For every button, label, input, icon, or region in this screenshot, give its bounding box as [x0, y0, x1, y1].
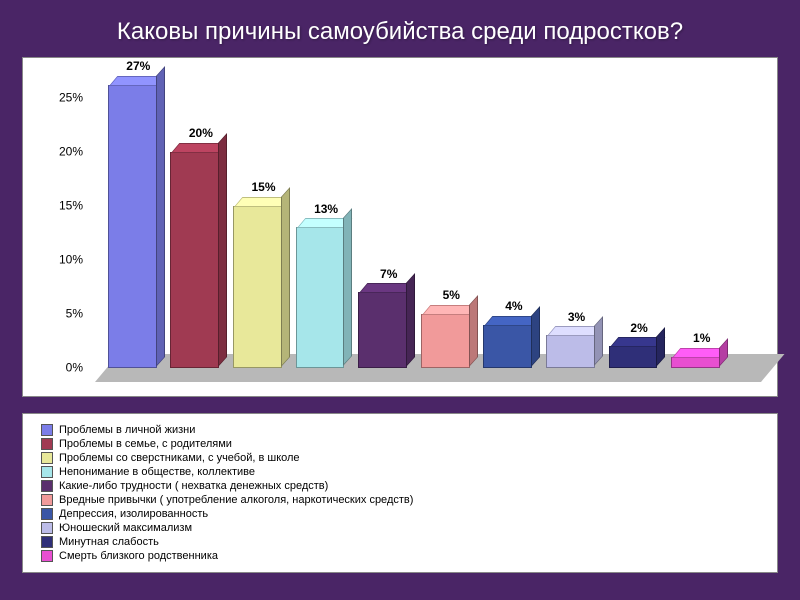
bar	[671, 357, 720, 368]
bar-value-label: 20%	[189, 127, 213, 140]
legend-item: Проблемы в семье, с родителями	[41, 438, 763, 450]
slide: Каковы причины самоубийства среди подрос…	[0, 0, 800, 600]
legend-item: Проблемы со сверстниками, с учебой, в шк…	[41, 452, 763, 464]
bar	[170, 152, 219, 368]
bar-value-label: 1%	[693, 332, 710, 345]
bar-value-label: 15%	[251, 181, 275, 194]
legend-swatch	[41, 424, 53, 436]
page-title: Каковы причины самоубийства среди подрос…	[22, 18, 778, 47]
legend-label: Проблемы в семье, с родителями	[59, 438, 232, 450]
chart-card: 0% 5% 10% 15% 20% 25% 27% 20% 15% 13% 7% 5% 4% 3% 2% 1%	[22, 57, 778, 397]
legend-item: Депрессия, изолированность	[41, 508, 763, 520]
legend-swatch	[41, 480, 53, 492]
legend-item: Минутная слабость	[41, 536, 763, 548]
legend-card: Проблемы в личной жизни Проблемы в семье,…	[22, 413, 778, 573]
y-axis-tick: 10%	[37, 254, 83, 267]
legend-swatch	[41, 466, 53, 478]
bar	[609, 346, 658, 368]
bar-value-label: 2%	[630, 322, 647, 335]
bar	[546, 335, 595, 367]
y-axis-tick: 5%	[37, 308, 83, 321]
legend-swatch	[41, 508, 53, 520]
bar	[483, 325, 532, 368]
bar-value-label: 27%	[126, 60, 150, 73]
legend-item: Вредные привычки ( употребление алкоголя…	[41, 494, 763, 506]
bar	[108, 85, 157, 368]
legend-swatch	[41, 494, 53, 506]
legend-item: Юношеский максимализм	[41, 522, 763, 534]
legend-label: Смерть близкого родственника	[59, 550, 218, 562]
legend-label: Непонимание в обществе, коллективе	[59, 466, 255, 478]
legend-label: Минутная слабость	[59, 536, 159, 548]
legend-item: Смерть близкого родственника	[41, 550, 763, 562]
bar	[296, 227, 345, 367]
legend-swatch	[41, 438, 53, 450]
legend-swatch	[41, 452, 53, 464]
legend-label: Депрессия, изолированность	[59, 508, 208, 520]
legend-item: Непонимание в обществе, коллективе	[41, 466, 763, 478]
bar-value-label: 5%	[443, 289, 460, 302]
legend-item: Какие-либо трудности ( нехватка денежных…	[41, 480, 763, 492]
legend-swatch	[41, 536, 53, 548]
legend-label: Какие-либо трудности ( нехватка денежных…	[59, 480, 328, 492]
legend-label: Проблемы со сверстниками, с учебой, в шк…	[59, 452, 300, 464]
bar	[421, 314, 470, 368]
y-axis-tick: 20%	[37, 146, 83, 159]
legend-label: Вредные привычки ( употребление алкоголя…	[59, 494, 413, 506]
bar-chart: 0%5%10%15%20%25%27%20%15%13%7%5%4%3%2%1%	[37, 68, 763, 388]
y-axis-tick: 25%	[37, 92, 83, 105]
legend-swatch	[41, 522, 53, 534]
bar-value-label: 4%	[505, 300, 522, 313]
legend-swatch	[41, 550, 53, 562]
y-axis-tick: 15%	[37, 200, 83, 213]
bar	[358, 292, 407, 368]
bar	[233, 206, 282, 368]
legend-label: Проблемы в личной жизни	[59, 424, 195, 436]
bar-value-label: 7%	[380, 268, 397, 281]
y-axis-tick: 0%	[37, 362, 83, 375]
legend-item: Проблемы в личной жизни	[41, 424, 763, 436]
bar-value-label: 13%	[314, 203, 338, 216]
legend-label: Юношеский максимализм	[59, 522, 192, 534]
bar-value-label: 3%	[568, 311, 585, 324]
